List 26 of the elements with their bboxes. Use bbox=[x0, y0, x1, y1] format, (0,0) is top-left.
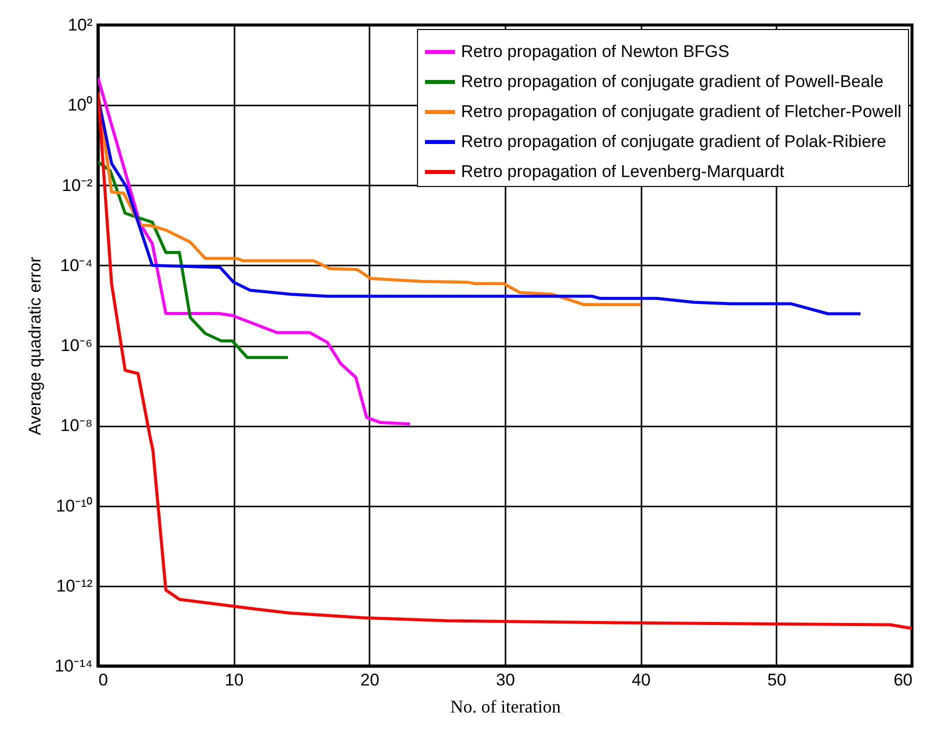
line-series bbox=[98, 160, 290, 360]
legend-label: Retro propagation of conjugate gradient of Polak-Ribiere bbox=[461, 132, 886, 151]
y-tick-label: 10⁻⁴ bbox=[60, 256, 92, 275]
legend-label: Retro propagation of conjugate gradient of Fletcher-Powell bbox=[461, 102, 902, 121]
y-axis-title: Average quadratic error bbox=[26, 256, 45, 436]
x-tick-label: 0 bbox=[98, 670, 108, 690]
y-tick-label: 10⁻¹² bbox=[56, 576, 93, 596]
y-tick-label: 10⁻² bbox=[62, 176, 93, 195]
y-tick-label: 10² bbox=[68, 16, 93, 34]
legend-label: Retro propagation of Newton BFGS bbox=[461, 42, 730, 61]
line-series bbox=[98, 90, 912, 630]
y-tick-label: 10⁻¹⁰ bbox=[56, 496, 92, 516]
legend-label: Retro propagation of conjugate gradient of Powell-Beale bbox=[461, 72, 884, 91]
y-tick-label: 10⁻⁶ bbox=[60, 336, 92, 355]
x-tick-label: 60 bbox=[894, 670, 912, 690]
x-tick-label: 20 bbox=[360, 670, 380, 690]
legend-label: Retro propagation of Levenberg-Marquardt bbox=[461, 162, 784, 181]
x-tick-label: 30 bbox=[496, 670, 515, 690]
x-tick-label: 10 bbox=[224, 670, 244, 690]
y-tick-label: 10⁻⁸ bbox=[60, 416, 92, 436]
line-series bbox=[98, 76, 412, 426]
y-tick-label: 10⁻¹⁴ bbox=[54, 656, 92, 676]
x-axis-title: No. of iteration bbox=[450, 696, 561, 716]
x-tick-label: 40 bbox=[632, 670, 651, 690]
x-tick-label: 50 bbox=[767, 670, 786, 690]
y-tick-label: 10⁰ bbox=[68, 96, 92, 115]
